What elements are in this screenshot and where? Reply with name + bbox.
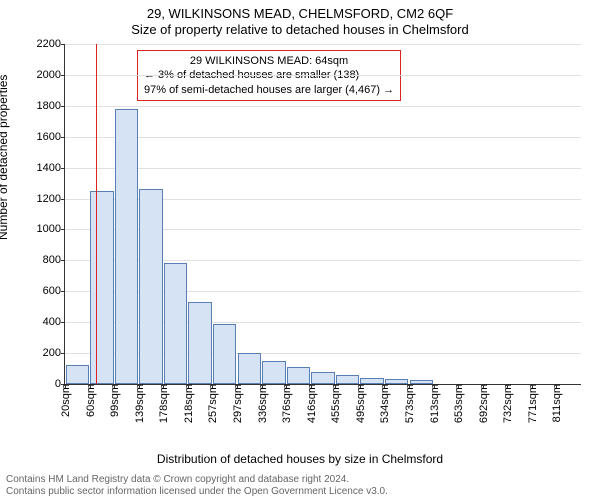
x-tick-label: 495sqm xyxy=(353,384,367,423)
histogram-bar xyxy=(336,375,359,384)
histogram-bar xyxy=(262,361,285,384)
gridline xyxy=(65,106,581,107)
y-tick-mark xyxy=(61,322,65,323)
x-tick-mark xyxy=(90,384,91,388)
x-axis-label: Distribution of detached houses by size … xyxy=(0,452,600,466)
x-tick-label: 178sqm xyxy=(156,384,170,423)
x-tick-mark xyxy=(237,384,238,388)
x-tick-label: 692sqm xyxy=(476,384,490,423)
x-tick-label: 376sqm xyxy=(279,384,293,423)
histogram-bar xyxy=(238,353,261,384)
x-tick-label: 20sqm xyxy=(58,384,72,417)
x-tick-label: 297sqm xyxy=(230,384,244,423)
x-tick-label: 534sqm xyxy=(377,384,391,423)
x-tick-mark xyxy=(139,384,140,388)
gridline xyxy=(65,75,581,76)
x-tick-mark xyxy=(163,384,164,388)
x-tick-label: 218sqm xyxy=(181,384,195,423)
x-tick-mark xyxy=(458,384,459,388)
x-tick-label: 257sqm xyxy=(205,384,219,423)
footer-attribution: Contains HM Land Registry data © Crown c… xyxy=(6,474,388,498)
x-tick-mark xyxy=(483,384,484,388)
x-tick-label: 60sqm xyxy=(83,384,97,417)
y-tick-mark xyxy=(61,353,65,354)
x-tick-mark xyxy=(286,384,287,388)
x-tick-mark xyxy=(409,384,410,388)
histogram-bar xyxy=(188,302,211,384)
histogram-bar xyxy=(311,372,334,384)
x-tick-mark xyxy=(532,384,533,388)
x-tick-label: 732sqm xyxy=(500,384,514,423)
x-tick-label: 771sqm xyxy=(525,384,539,423)
title-address: 29, WILKINSONS MEAD, CHELMSFORD, CM2 6QF xyxy=(0,6,600,21)
x-tick-mark xyxy=(212,384,213,388)
x-tick-mark xyxy=(262,384,263,388)
y-tick-mark xyxy=(61,44,65,45)
histogram-bar xyxy=(287,367,310,384)
x-tick-mark xyxy=(65,384,66,388)
x-tick-label: 139sqm xyxy=(132,384,146,423)
histogram-bar xyxy=(213,324,236,384)
histogram-bar xyxy=(164,263,187,384)
x-tick-label: 99sqm xyxy=(107,384,121,417)
gridline xyxy=(65,137,581,138)
marker-line xyxy=(96,44,97,384)
annotation-line: 29 WILKINSONS MEAD: 64sqm xyxy=(144,54,394,68)
histogram-bar xyxy=(115,109,138,384)
y-axis-label: Number of detached properties xyxy=(0,75,10,240)
gridline xyxy=(65,168,581,169)
y-tick-mark xyxy=(61,75,65,76)
x-tick-mark xyxy=(556,384,557,388)
y-tick-mark xyxy=(61,168,65,169)
annotation-line: 97% of semi-detached houses are larger (… xyxy=(144,83,394,97)
y-tick-mark xyxy=(61,199,65,200)
x-tick-label: 653sqm xyxy=(451,384,465,423)
x-tick-label: 811sqm xyxy=(549,384,563,422)
x-tick-label: 573sqm xyxy=(402,384,416,423)
title-subtitle: Size of property relative to detached ho… xyxy=(0,22,600,37)
x-tick-mark xyxy=(335,384,336,388)
y-tick-mark xyxy=(61,229,65,230)
x-tick-mark xyxy=(114,384,115,388)
x-tick-mark xyxy=(384,384,385,388)
x-tick-mark xyxy=(360,384,361,388)
x-tick-mark xyxy=(507,384,508,388)
histogram-plot: 29 WILKINSONS MEAD: 64sqm← 3% of detache… xyxy=(64,44,581,385)
x-tick-label: 416sqm xyxy=(304,384,318,423)
footer-line-2: Contains public sector information licen… xyxy=(6,486,388,498)
x-tick-label: 613sqm xyxy=(427,384,441,423)
histogram-bar xyxy=(90,191,113,384)
x-tick-mark xyxy=(188,384,189,388)
histogram-bar xyxy=(66,365,89,384)
x-tick-label: 336sqm xyxy=(255,384,269,423)
y-tick-mark xyxy=(61,106,65,107)
x-tick-mark xyxy=(311,384,312,388)
y-tick-mark xyxy=(61,137,65,138)
x-tick-mark xyxy=(434,384,435,388)
y-tick-mark xyxy=(61,260,65,261)
x-tick-label: 455sqm xyxy=(328,384,342,423)
y-tick-mark xyxy=(61,291,65,292)
footer-line-1: Contains HM Land Registry data © Crown c… xyxy=(6,474,388,486)
gridline xyxy=(65,44,581,45)
histogram-bar xyxy=(139,189,162,384)
